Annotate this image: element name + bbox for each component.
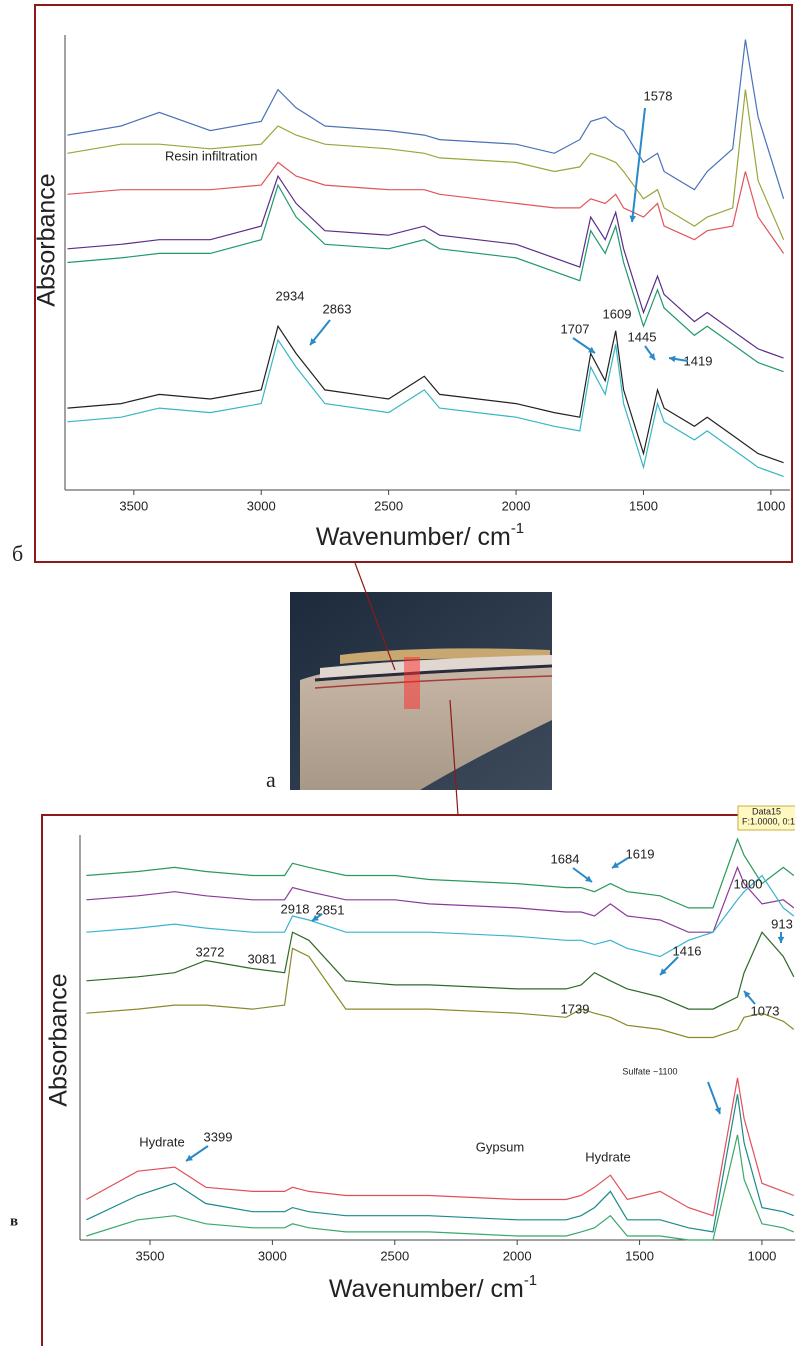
spectrum <box>67 89 785 240</box>
arrow-head <box>310 338 317 345</box>
spectrum <box>86 931 795 1010</box>
arrow-head <box>312 914 319 921</box>
arrow-head <box>777 936 785 943</box>
annotation: 913 <box>771 916 793 931</box>
annotation: 2851 <box>316 902 345 917</box>
annotation: 1609 <box>603 306 632 321</box>
spectrum <box>86 1134 795 1241</box>
spectrum <box>86 1077 795 1217</box>
annotation: 1684 <box>551 851 580 866</box>
spectrum <box>67 161 785 254</box>
annotation: 1073 <box>751 1003 780 1018</box>
panel-border <box>34 4 793 563</box>
annotation: 1707 <box>561 321 590 336</box>
arrow-head <box>612 861 619 868</box>
annotation: Hydrate <box>585 1149 631 1164</box>
annotation: 3399 <box>204 1129 233 1144</box>
spectrum <box>67 183 784 373</box>
x-tick-label: 3000 <box>258 1248 287 1263</box>
arrow-head <box>186 1154 193 1161</box>
x-tick-label: 3000 <box>247 498 276 513</box>
connector <box>354 562 396 671</box>
y-axis-label: Absorbance <box>33 173 61 306</box>
x-tick-label: 1500 <box>629 498 658 513</box>
x-axis-label-sup: -1 <box>524 1272 537 1289</box>
arrow-head <box>585 875 592 882</box>
annotation: 2918 <box>281 901 310 916</box>
annotation: 1000 <box>734 876 763 891</box>
arrow-head <box>588 346 595 353</box>
x-tick-label: 1000 <box>747 1248 776 1263</box>
annotation: 1419 <box>684 353 713 368</box>
tooltip-box <box>737 805 795 831</box>
x-axis-label-text: Wavenumber/ cm <box>316 523 511 551</box>
arrow-head <box>648 353 655 360</box>
annotation: 1445 <box>628 329 657 344</box>
annotation: 1739 <box>561 1001 590 1016</box>
connector <box>449 699 459 816</box>
x-tick-label: 3500 <box>119 498 148 513</box>
arrow-head <box>669 355 676 363</box>
annotation: 1619 <box>626 846 655 861</box>
panel-label: в <box>10 1213 18 1229</box>
spectrum <box>86 1094 795 1233</box>
panel-border <box>41 814 795 1346</box>
annotation: 3272 <box>196 944 225 959</box>
x-axis-label: Wavenumber/ cm-1 <box>329 1272 537 1303</box>
annotation: 2863 <box>323 301 352 316</box>
photo <box>290 592 553 790</box>
spectrum <box>67 39 785 199</box>
x-tick-label: 2000 <box>503 1248 532 1263</box>
spectrum <box>67 174 784 359</box>
x-axis-label-text: Wavenumber/ cm <box>329 1275 524 1303</box>
annotation: Resin infiltration <box>165 148 258 163</box>
annotation: 3081 <box>248 951 277 966</box>
x-tick-label: 2500 <box>380 1248 409 1263</box>
x-tick-label: 2000 <box>502 498 531 513</box>
arrow <box>631 107 646 223</box>
x-tick-label: 1000 <box>756 498 785 513</box>
annotation: 2934 <box>276 288 305 303</box>
arrow-head <box>660 968 667 975</box>
annotation: 1416 <box>673 943 702 958</box>
spectrum <box>86 837 795 909</box>
annotation: Sulfate ~1100 <box>622 1066 677 1076</box>
panel-label: а <box>266 767 276 792</box>
annotation: Data15 <box>752 806 781 816</box>
x-tick-label: 2500 <box>374 498 403 513</box>
x-tick-label: 1500 <box>625 1248 654 1263</box>
annotation: 1578 <box>644 88 673 103</box>
annotation: Gypsum <box>476 1139 524 1154</box>
spectrum <box>86 865 795 933</box>
arrow-head <box>714 1107 721 1114</box>
spectrum <box>86 947 795 1039</box>
spectrum <box>67 324 784 464</box>
annotation: Hydrate <box>139 1134 185 1149</box>
arrow-head <box>744 991 751 998</box>
panel-label: б <box>12 541 23 566</box>
x-axis-label-sup: -1 <box>511 520 524 537</box>
x-axis-label: Wavenumber/ cm-1 <box>316 520 524 551</box>
annotation: F:1.0000, 0:1.58 <box>742 816 795 826</box>
arrow-head <box>629 215 637 222</box>
spectrum <box>86 874 795 958</box>
spectrum <box>67 338 784 477</box>
y-axis-label: Absorbance <box>45 973 73 1106</box>
x-tick-label: 3500 <box>136 1248 165 1263</box>
